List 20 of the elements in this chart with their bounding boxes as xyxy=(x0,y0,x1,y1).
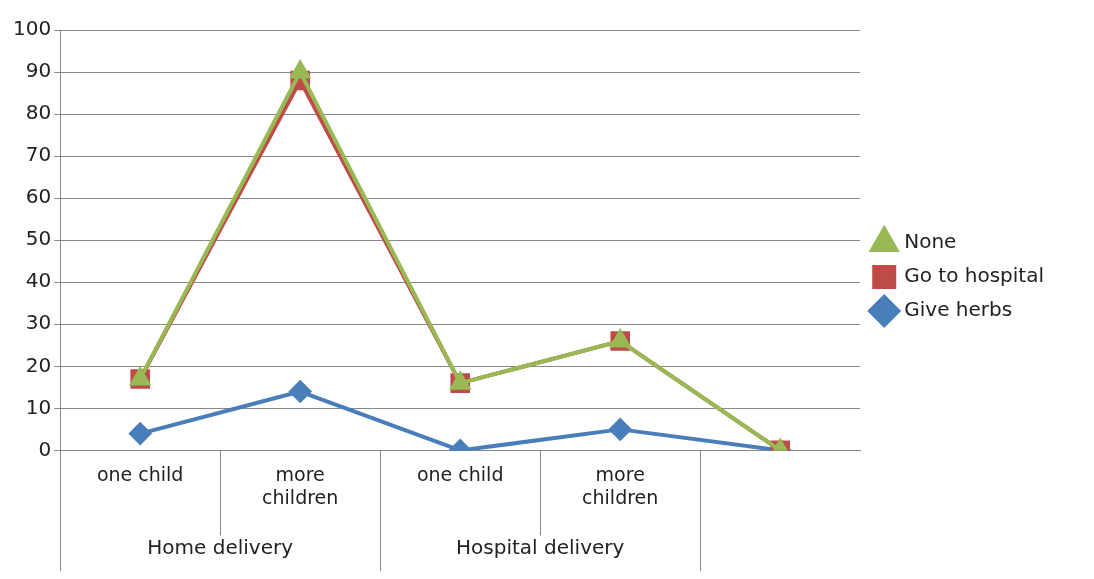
y-tick-label: 60 xyxy=(25,184,52,209)
y-tick-label: 10 xyxy=(25,394,52,419)
y-tick-label: 30 xyxy=(25,310,52,335)
text: Hospital delivery xyxy=(456,535,625,560)
x-tick-label: one child xyxy=(416,462,504,485)
y-tick-label: 50 xyxy=(25,226,52,251)
y-tick-label: 80 xyxy=(25,100,52,125)
legend-label: None xyxy=(904,229,957,254)
y-tick-label: 90 xyxy=(25,58,52,83)
y-tick-label: 20 xyxy=(25,352,52,377)
text: Home delivery xyxy=(147,535,294,560)
x-tick-label: one child xyxy=(96,462,184,485)
x-tick-label: more children xyxy=(262,462,339,508)
y-tick-label: 70 xyxy=(25,142,52,167)
y-tick-label: 100 xyxy=(12,16,52,41)
y-tick-label: 0 xyxy=(38,436,52,461)
y-tick-label: 40 xyxy=(25,268,52,293)
x-tick-label: more children xyxy=(582,462,659,508)
legend-label: Give herbs xyxy=(904,297,1013,322)
legend-label: Go to hospital xyxy=(904,263,1044,288)
